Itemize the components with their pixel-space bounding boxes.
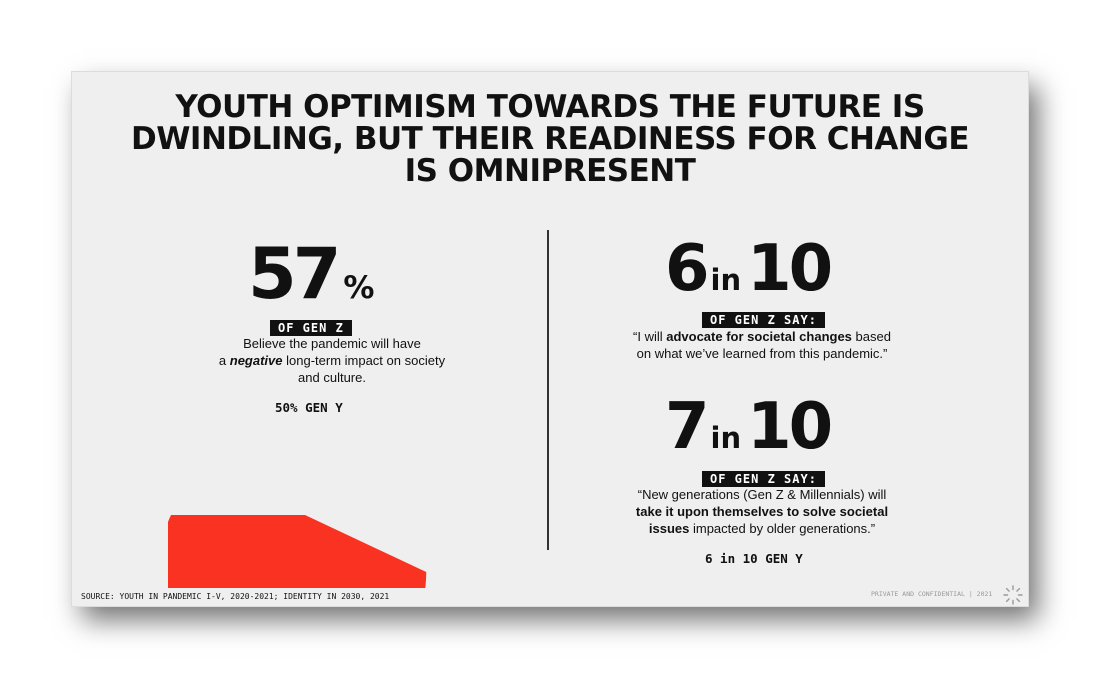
slide: YOUTH OPTIMISM TOWARDS THE FUTURE IS DWI… <box>72 72 1028 606</box>
title-line: YOUTH OPTIMISM TOWARDS THE FUTURE IS <box>175 89 925 125</box>
quote-emphasis: take it upon themselves to solve societa… <box>635 504 889 519</box>
desc-text: a <box>218 353 230 368</box>
gen-z-tag: OF GEN Z <box>270 320 352 336</box>
quote-line: on what we’ve learned from this pandemic… <box>636 346 888 361</box>
gen-y-note: 6 in 10 GEN Y <box>705 551 803 566</box>
title-line: DWINDLING, BUT THEIR READINESS FOR CHANG… <box>130 121 970 157</box>
stat-number: 57 <box>248 233 341 315</box>
desc-line: Believe the pandemic will have <box>243 336 421 351</box>
desc-text: long-term impact on society <box>282 353 446 368</box>
ratio-in: in <box>710 263 742 297</box>
ratio-denominator: 10 <box>747 390 833 464</box>
column-divider <box>547 230 549 550</box>
ratio-in: in <box>710 421 742 455</box>
slide-title: YOUTH OPTIMISM TOWARDS THE FUTURE IS DWI… <box>72 91 1028 187</box>
title-line: IS OMNIPRESENT <box>404 153 696 189</box>
stat-6-in-10: 6 in10 <box>665 232 875 317</box>
gen-y-note: 50% GEN Y <box>275 400 343 415</box>
source-footnote: SOURCE: YOUTH IN PANDEMIC I-V, 2020-2021… <box>81 592 390 601</box>
ratio-numerator: 6 <box>665 232 709 306</box>
stat-unit: % <box>343 270 375 306</box>
desc-emphasis: negative <box>229 353 283 368</box>
advocate-quote: “I will advocate for societal changes ba… <box>597 328 927 362</box>
stat-57-percent: 57% <box>248 234 448 328</box>
pandemic-impact-description: Believe the pandemic will have a negativ… <box>172 335 492 386</box>
ratio-numerator: 7 <box>665 390 709 464</box>
pie-slice-57 <box>168 515 427 588</box>
stat-7-in-10: 7 in10 <box>665 390 875 475</box>
quote-line: issues impacted by older generations.” <box>597 520 927 537</box>
quote-emphasis: advocate for societal changes <box>666 329 852 344</box>
quote-text: “I will <box>633 329 667 344</box>
ratio-denominator: 10 <box>747 232 833 306</box>
quote-text: impacted by older generations.” <box>689 521 876 536</box>
quote-emphasis: issues <box>648 521 690 536</box>
quote-line: “I will advocate for societal changes ba… <box>597 328 927 345</box>
desc-line: and culture. <box>298 370 366 385</box>
gen-z-say-tag: OF GEN Z SAY: <box>702 471 825 487</box>
quote-line: take it upon themselves to solve societa… <box>597 503 927 520</box>
confidential-label: PRIVATE AND CONFIDENTIAL | 2021 <box>871 590 993 598</box>
desc-line: a negative long-term impact on society <box>172 352 492 369</box>
new-generations-quote: “New generations (Gen Z & Millennials) w… <box>597 486 927 537</box>
brand-logo-icon <box>1003 585 1023 605</box>
gen-z-say-tag: OF GEN Z SAY: <box>702 312 825 328</box>
pie-chart <box>168 515 427 588</box>
quote-line: “New generations (Gen Z & Millennials) w… <box>637 487 887 502</box>
quote-text: based <box>851 329 891 344</box>
